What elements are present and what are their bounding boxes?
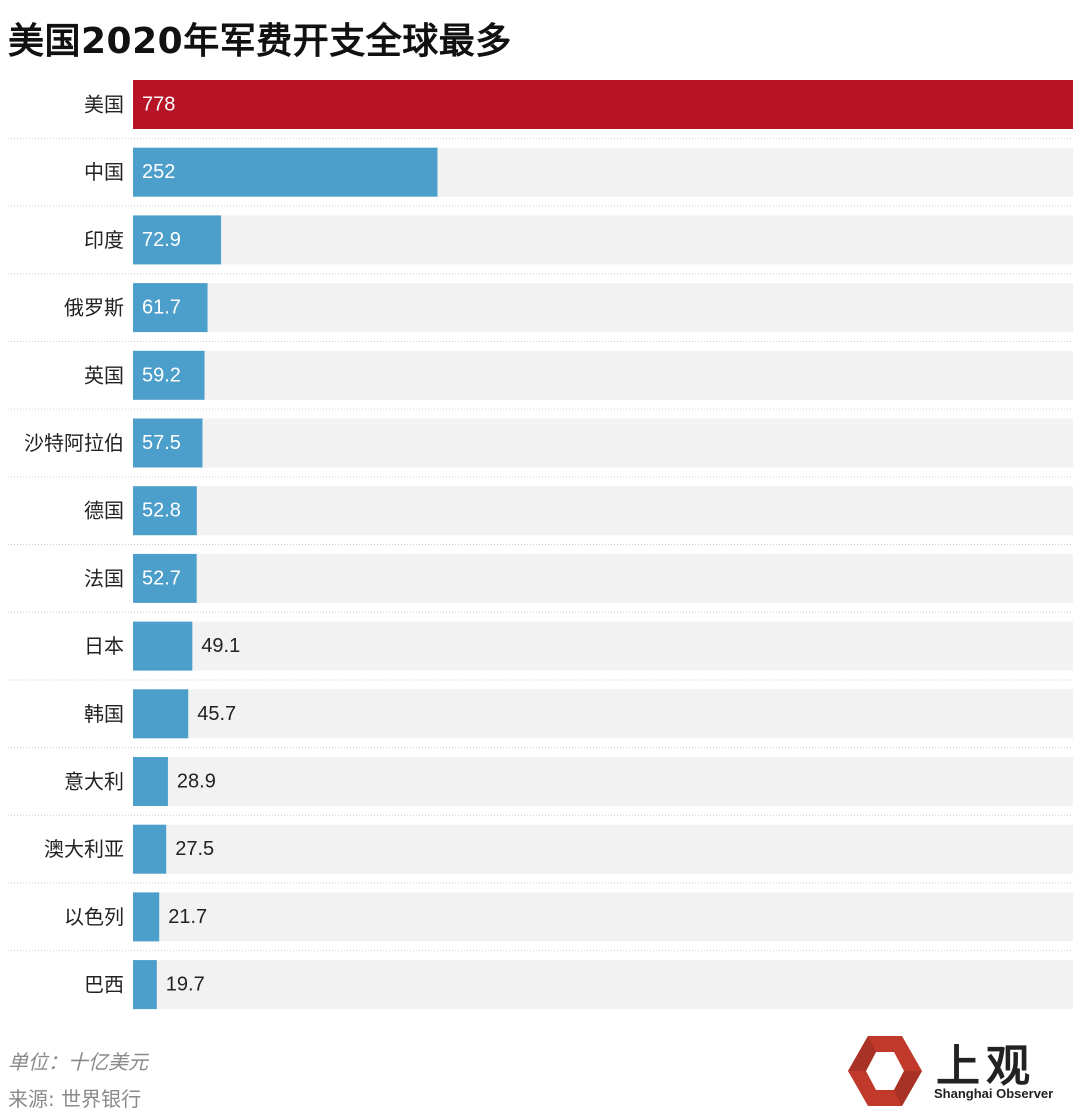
bar-track (133, 418, 1073, 468)
bar (133, 283, 208, 333)
value-label: 778 (142, 94, 175, 116)
bar-track (133, 283, 1073, 333)
value-label: 19.7 (166, 974, 205, 996)
value-label: 27.5 (175, 838, 214, 860)
value-label: 59.2 (142, 364, 181, 386)
value-label: 45.7 (197, 703, 236, 725)
value-label: 252 (142, 161, 175, 183)
bar (133, 892, 160, 942)
bar (133, 824, 167, 874)
category-label: 德国 (84, 499, 124, 523)
bar (133, 418, 203, 468)
bar-chart: 美国 778 中国 252 印度 72.9 俄罗斯 61.7 英国 59.2 沙特阿拉伯 57.5 德国… (8, 80, 1073, 1010)
bar (133, 621, 193, 671)
bar-track (133, 757, 1073, 806)
bar (133, 80, 1073, 129)
category-label: 沙特阿拉伯 (24, 431, 124, 455)
category-label: 印度 (84, 228, 124, 252)
bar-track (133, 689, 1073, 739)
value-label: 52.8 (142, 500, 181, 522)
value-label: 57.5 (142, 432, 181, 454)
category-label: 日本 (84, 634, 124, 658)
category-label: 韩国 (84, 702, 124, 726)
category-label: 巴西 (84, 973, 124, 997)
bar (133, 147, 438, 197)
bar-track (133, 350, 1073, 400)
bar (133, 350, 205, 400)
bar-track (133, 960, 1073, 1010)
value-label: 21.7 (168, 906, 207, 928)
bar (133, 486, 197, 536)
value-label: 61.7 (142, 297, 181, 319)
category-label: 意大利 (64, 770, 124, 794)
value-label: 72.9 (142, 229, 181, 251)
shanghai-observer-logo: 上观 Shanghai Observer (846, 1030, 1076, 1110)
category-label: 俄罗斯 (64, 296, 124, 320)
category-label: 中国 (84, 160, 124, 184)
logo-text: 上观 (936, 1041, 1036, 1092)
chart-title: 美国2020年军费开支全球最多 (8, 21, 512, 62)
category-label: 英国 (84, 363, 124, 387)
source-note: 来源: 世界银行 (8, 1087, 142, 1111)
value-label: 49.1 (201, 635, 240, 657)
value-label: 28.9 (177, 771, 216, 793)
category-label: 以色列 (64, 905, 124, 929)
bar (133, 757, 168, 806)
bar (133, 215, 222, 265)
category-label: 法国 (84, 566, 124, 590)
bar-track (133, 553, 1073, 603)
bar-track (133, 892, 1073, 942)
category-label: 美国 (84, 93, 124, 117)
unit-note: 单位：十亿美元 (8, 1050, 148, 1074)
bar-track (133, 621, 1073, 671)
logo-subtext: Shanghai Observer (934, 1086, 1054, 1101)
bar (133, 960, 157, 1010)
hexagon-logo-icon (848, 1036, 922, 1106)
bar-track (133, 215, 1073, 265)
bar (133, 689, 189, 739)
bar-track (133, 486, 1073, 536)
category-label: 澳大利亚 (44, 837, 124, 861)
bar-track (133, 824, 1073, 874)
bar (133, 553, 197, 603)
value-label: 52.7 (142, 567, 181, 589)
